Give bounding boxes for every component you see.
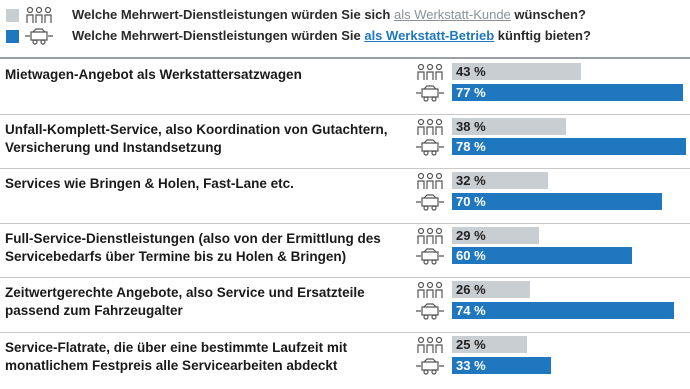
legend-entry: Welche Mehrwert-Dienstleistungen würden … (72, 28, 591, 43)
legend-swatch (6, 30, 19, 43)
legend-label: als Werkstatt-Kunde (393, 7, 511, 22)
bar (452, 192, 662, 210)
bar (452, 301, 674, 319)
bar (452, 336, 527, 353)
value-label: 60 % (456, 248, 486, 264)
bar (452, 138, 686, 156)
separator (0, 168, 690, 170)
separator (0, 113, 690, 115)
value-label: 38 % (456, 118, 486, 134)
separator (0, 222, 690, 224)
customer-icon (417, 336, 443, 353)
legend-entry: Welche Mehrwert-Dienstleistungen würden … (72, 7, 586, 22)
legend-label: als Werkstatt-Betrieb (364, 28, 495, 43)
category-label: Zeitwertgerechte Angebote, also Service … (5, 285, 365, 319)
legend-swatch (6, 9, 19, 22)
category-label: Mietwagen-Angebot als Werkstattersatzwag… (5, 67, 302, 82)
separator (0, 332, 690, 333)
value-label: 43 % (456, 64, 486, 79)
bar (452, 117, 566, 135)
category-label: Service-Flatrate, die über eine bestimmt… (5, 340, 348, 373)
value-label: 29 % (456, 227, 486, 243)
value-label: 70 % (456, 193, 486, 209)
workshop-icon (25, 28, 53, 45)
bar (452, 226, 539, 244)
bar (452, 83, 683, 101)
value-label: 77 % (456, 84, 486, 100)
legend-text: künftig bieten? (497, 28, 591, 43)
value-label: 25 % (456, 337, 486, 352)
bar (452, 63, 581, 80)
legend-text: Welche Mehrwert-Dienstleistungen würden … (72, 28, 361, 43)
bar (452, 281, 530, 299)
customer-icon (417, 282, 443, 299)
bar (452, 172, 548, 190)
category-label: Full-Service-Dienstleistungen (also von … (5, 230, 381, 264)
customer-icon (417, 118, 443, 135)
bar (452, 247, 632, 265)
value-label: 32 % (456, 173, 486, 189)
bar (452, 356, 551, 374)
legend-text: wünschen? (514, 7, 586, 22)
legend-text: Welche Mehrwert-Dienstleistungen würden … (72, 7, 391, 22)
workshop-icon (416, 303, 444, 320)
workshop-icon (416, 84, 444, 102)
customer-icon (417, 227, 443, 244)
workshop-icon (416, 139, 444, 156)
customer-icon (417, 173, 443, 190)
category-label: Unfall-Komplett-Service, also Koordinati… (5, 121, 388, 155)
category-label: Services wie Bringen & Holen, Fast-Lane … (5, 176, 294, 192)
value-label: 26 % (456, 282, 486, 298)
customer-icon (26, 6, 52, 23)
separator (0, 277, 690, 279)
workshop-icon (416, 194, 444, 211)
workshop-icon (416, 357, 444, 375)
value-label: 74 % (456, 302, 486, 318)
separator (0, 57, 690, 59)
value-label: 33 % (456, 357, 486, 373)
customer-icon (417, 63, 443, 80)
workshop-icon (416, 248, 444, 265)
value-label: 78 % (456, 139, 486, 155)
